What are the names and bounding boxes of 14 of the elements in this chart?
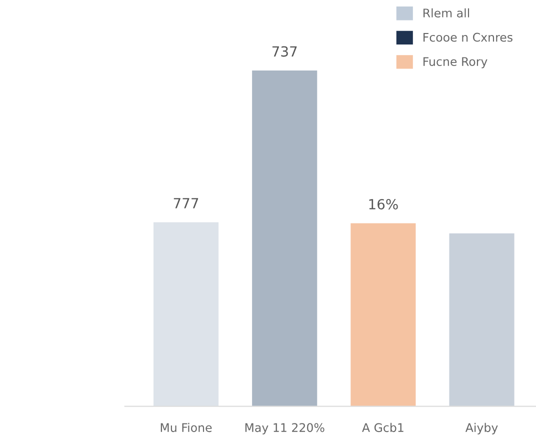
bar [252, 70, 318, 406]
bar [449, 233, 514, 406]
legend-label: Rlem all [424, 8, 470, 18]
legend-label: Fcooe n Cxnres [424, 32, 512, 42]
x-tick-label: Mu Fione [160, 422, 212, 432]
bar [350, 223, 416, 406]
x-tick-label: Aiyby [465, 422, 498, 434]
x-tick-label: A Gcb1 [362, 422, 404, 432]
annotation: 777 [174, 198, 198, 208]
annotation: 16% [369, 198, 398, 210]
x-tick-label: May 11 220% [245, 423, 324, 434]
bar [153, 222, 219, 406]
annotation: 737 [272, 46, 297, 57]
legend-label: Fucne Rory [424, 57, 488, 68]
